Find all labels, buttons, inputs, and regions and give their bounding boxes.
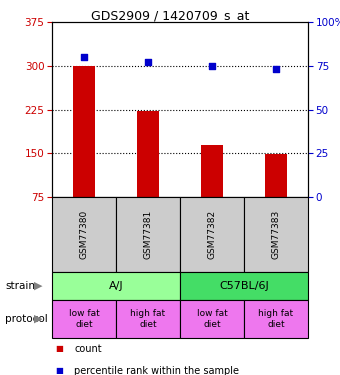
Point — [273, 66, 279, 72]
Text: GSM77383: GSM77383 — [272, 210, 280, 259]
Text: high fat
diet: high fat diet — [258, 309, 293, 329]
Text: protocol: protocol — [5, 314, 48, 324]
Text: high fat
diet: high fat diet — [131, 309, 166, 329]
Text: ▶: ▶ — [34, 314, 42, 324]
Text: GSM77382: GSM77382 — [207, 210, 217, 259]
Text: low fat
diet: low fat diet — [197, 309, 227, 329]
Text: low fat
diet: low fat diet — [69, 309, 99, 329]
Bar — [265, 154, 287, 197]
Bar — [73, 66, 95, 197]
Text: ▶: ▶ — [34, 281, 42, 291]
Bar — [201, 144, 223, 197]
Text: strain: strain — [5, 281, 35, 291]
Text: GSM77381: GSM77381 — [143, 210, 153, 259]
Text: GSM77380: GSM77380 — [80, 210, 88, 259]
Text: GDS2909 / 1420709_s_at: GDS2909 / 1420709_s_at — [91, 9, 249, 22]
Text: A/J: A/J — [109, 281, 123, 291]
Text: ■: ■ — [55, 344, 63, 353]
Point — [81, 54, 87, 60]
Text: percentile rank within the sample: percentile rank within the sample — [74, 366, 239, 375]
Text: ■: ■ — [55, 366, 63, 375]
Bar — [137, 111, 159, 197]
Point — [209, 63, 215, 69]
Text: count: count — [74, 344, 102, 354]
Point — [145, 59, 151, 65]
Text: C57BL/6J: C57BL/6J — [219, 281, 269, 291]
